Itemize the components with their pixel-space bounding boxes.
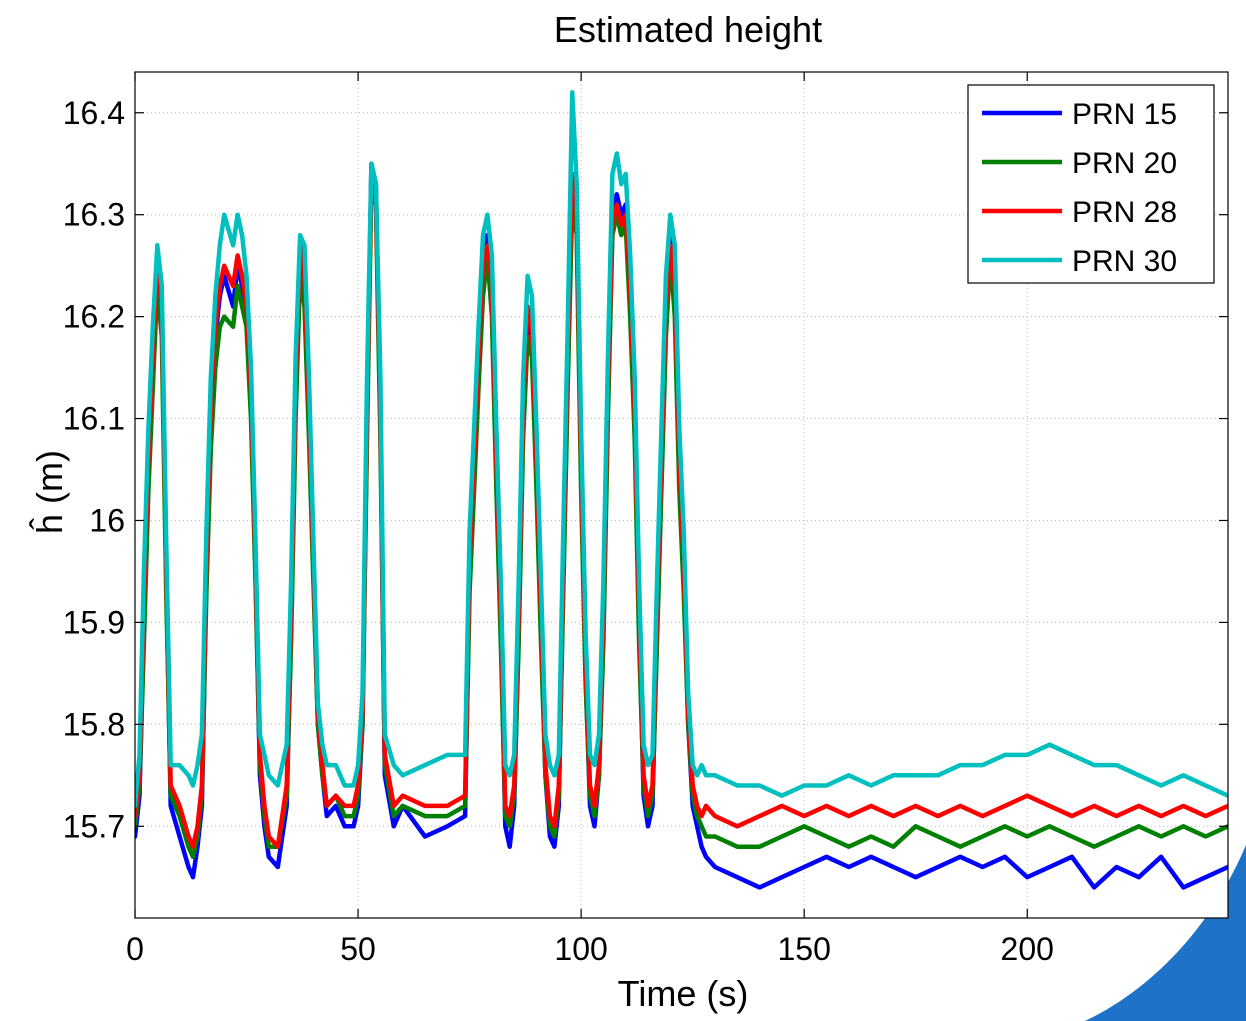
plot-frame <box>134 71 1229 919</box>
y-tick-label: 16.2 <box>63 299 125 335</box>
x-tick-label: 100 <box>554 931 607 967</box>
y-tick-label: 15.8 <box>63 706 125 742</box>
legend-label: PRN 15 <box>1072 98 1177 131</box>
legend-label: PRN 28 <box>1072 196 1177 229</box>
chart-title: Estimated height <box>554 9 822 50</box>
y-tick-label: 15.7 <box>63 808 125 844</box>
x-tick-label: 150 <box>777 931 830 967</box>
x-tick-label: 50 <box>340 931 376 967</box>
legend-box <box>967 84 1215 284</box>
y-tick-label: 16.1 <box>63 401 125 437</box>
y-ticks: 15.7 15.8 15.9 16 16.1 16.2 16.3 16.4 <box>63 95 1228 844</box>
x-ticks: 0 50 100 150 200 <box>126 72 1054 967</box>
series-line-prn-30 <box>135 90 1228 809</box>
plot-series <box>135 90 1228 890</box>
x-axis-label: Time (s) <box>618 973 749 1014</box>
y-tick-label: 16.4 <box>63 95 125 131</box>
y-axis-label: ĥ (m) <box>28 450 70 534</box>
corner-swoosh <box>1085 845 1246 1021</box>
x-tick-label: 0 <box>126 931 144 967</box>
legend-label: PRN 20 <box>1072 147 1177 180</box>
y-tick-label: 16 <box>89 502 125 538</box>
x-tick-label: 200 <box>1001 931 1054 967</box>
y-tick-label: 16.3 <box>63 197 125 233</box>
y-tick-label: 15.9 <box>63 604 125 640</box>
legend-label: PRN 30 <box>1072 245 1177 278</box>
legend: PRN 15 PRN 20 PRN 28 PRN 30 <box>967 84 1215 284</box>
